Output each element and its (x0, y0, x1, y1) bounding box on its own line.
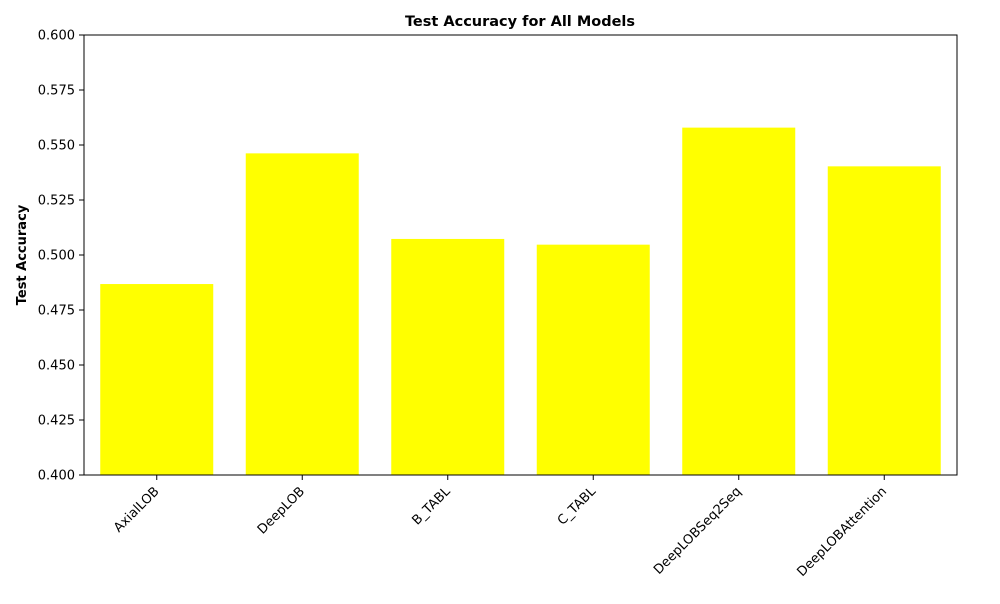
y-tick-label: 0.450 (38, 359, 75, 374)
x-tick-label: AxialLOB (111, 484, 162, 535)
x-tick-label: DeepLOB (255, 484, 308, 537)
x-tick-label: B_TABL (409, 484, 454, 529)
bar-b-tabl (391, 238, 505, 475)
bars-layer (100, 127, 941, 476)
y-axis: 0.400 0.425 0.450 0.475 0.500 0.525 0.550 0.575… (38, 29, 84, 484)
y-tick-label: 0.575 (38, 84, 75, 99)
bar-deeplobseq2seq (682, 127, 796, 476)
plot-frame (83, 34, 958, 476)
y-axis-label: Test Accuracy (15, 204, 30, 305)
y-tick-label: 0.600 (38, 29, 75, 44)
chart-title: Test Accuracy for All Models (405, 14, 635, 30)
y-tick-label: 0.475 (38, 304, 75, 319)
bar-c-tabl (536, 244, 650, 475)
y-tick-label: 0.400 (38, 469, 75, 484)
bar-deeplob (245, 153, 359, 476)
x-tick-label: C_TABL (555, 484, 600, 529)
bar-axiallob (100, 284, 214, 475)
y-tick-label: 0.425 (38, 414, 75, 429)
y-tick-label: 0.550 (38, 139, 75, 154)
y-tick-label: 0.500 (38, 249, 75, 264)
x-tick-label: DeepLOBSeq2Seq (651, 484, 745, 578)
x-tick-label: DeepLOBAttention (794, 484, 890, 580)
x-axis: AxialLOB DeepLOB B_TABL C_TABL DeepLOBSeq2Se… (111, 475, 890, 580)
bar-deeplobattention (827, 166, 941, 475)
y-tick-label: 0.525 (38, 194, 75, 209)
